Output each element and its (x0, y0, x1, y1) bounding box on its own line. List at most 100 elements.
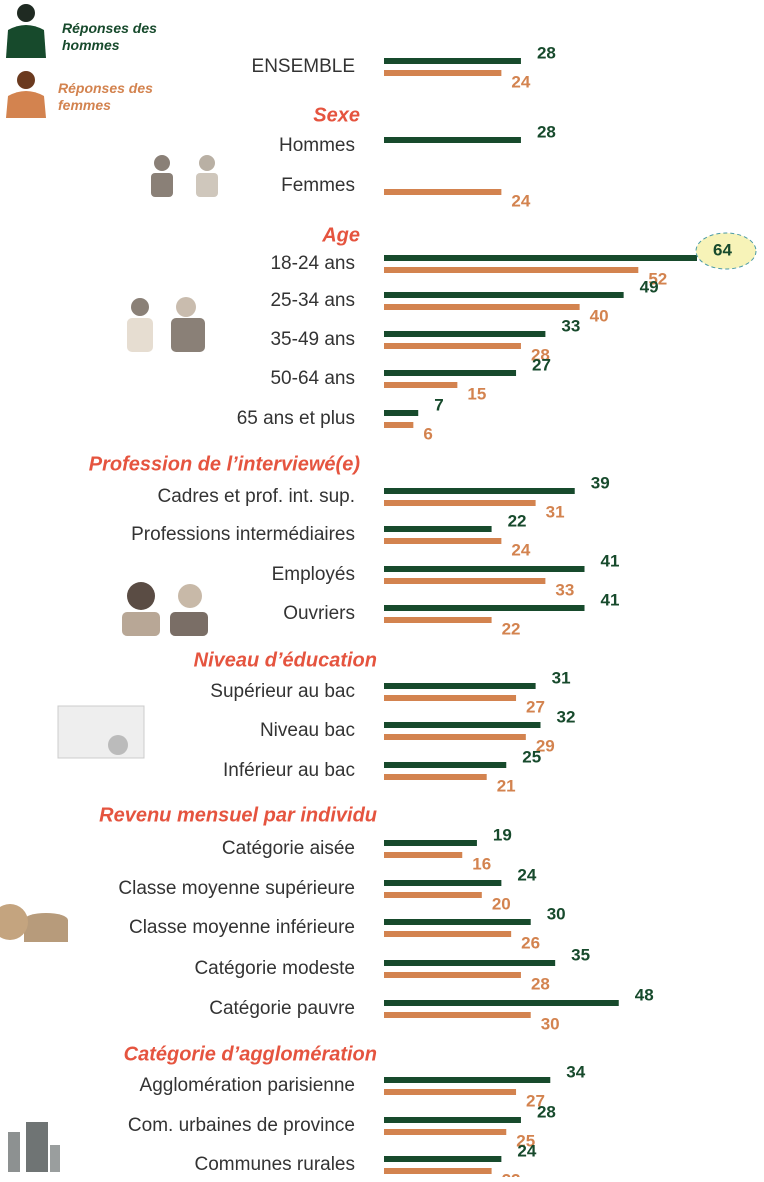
section-title: Revenu mensuel par individu (99, 804, 377, 826)
section-title: Age (321, 224, 360, 246)
category-label: Employés (272, 564, 355, 585)
value-label: 28 (531, 345, 550, 364)
bar (384, 722, 541, 728)
bar (384, 1012, 531, 1018)
value-label: 29 (536, 736, 555, 755)
value-label: 24 (511, 72, 530, 91)
value-label: 34 (566, 1062, 585, 1081)
decor-icons (0, 155, 218, 1172)
category-label: Catégorie pauvre (209, 998, 355, 1019)
bar (384, 267, 639, 273)
value-label: 25 (522, 747, 541, 766)
icon-woman (6, 91, 46, 118)
bar (384, 734, 526, 740)
value-label: 31 (546, 502, 565, 521)
category-label: 25-34 ans (270, 290, 355, 311)
bar (384, 304, 580, 310)
category-label: Catégorie aisée (222, 838, 355, 859)
bar (384, 683, 536, 689)
icon-woman (17, 71, 35, 89)
category-label: 65 ans et plus (237, 408, 355, 429)
value-label: 40 (590, 306, 609, 325)
category-label: Communes rurales (195, 1154, 356, 1175)
value-label: 22 (502, 619, 521, 638)
value-label: 24 (511, 191, 530, 210)
bar (384, 840, 477, 846)
value-label: 32 (557, 707, 576, 726)
category-label: Supérieur au bac (210, 681, 355, 702)
value-label: 25 (516, 1131, 535, 1150)
icon-man (17, 4, 35, 22)
bar (384, 526, 492, 532)
bar (384, 70, 502, 76)
value-label: 16 (472, 854, 491, 873)
value-label: 19 (493, 825, 512, 844)
legend-item: Réponses des hommes (62, 20, 157, 53)
category-label: ENSEMBLE (252, 56, 355, 77)
bar (384, 605, 585, 611)
bar (384, 488, 575, 494)
bar (384, 500, 536, 506)
value-label: 28 (537, 43, 556, 62)
bar (384, 343, 521, 349)
value-label: 33 (561, 316, 580, 335)
value-label: 22 (508, 511, 527, 530)
value-label: 24 (517, 865, 536, 884)
value-label: 35 (571, 945, 590, 964)
section-title: Catégorie d’agglomération (124, 1043, 377, 1065)
legend-item: Réponses des femmes (58, 80, 153, 113)
value-label: 22 (502, 1170, 521, 1177)
bar (384, 422, 414, 428)
value-label: 41 (601, 551, 620, 570)
value-label: 39 (591, 473, 610, 492)
value-label: 24 (517, 1141, 536, 1160)
bar (384, 137, 521, 143)
bar (384, 972, 521, 978)
value-label: 27 (532, 355, 551, 374)
bar (384, 538, 502, 544)
section-title: Sexe (313, 104, 360, 126)
category-label: Classe moyenne supérieure (118, 878, 355, 899)
bar (384, 892, 482, 898)
bar (384, 852, 463, 858)
section-title: Niveau d’éducation (194, 649, 377, 671)
value-label: 28 (537, 1102, 556, 1121)
bar (384, 292, 624, 298)
bar (384, 762, 507, 768)
category-label: Com. urbaines de province (128, 1115, 355, 1136)
value-label: 27 (526, 697, 545, 716)
value-label: 30 (547, 904, 566, 923)
value-label: 33 (555, 580, 574, 599)
bar (384, 189, 502, 195)
bar (384, 566, 585, 572)
value-label: 7 (434, 395, 443, 414)
highlight (695, 232, 757, 270)
bar (384, 1156, 502, 1162)
category-label: Catégorie modeste (194, 958, 355, 979)
bar (384, 774, 487, 780)
category-label: Agglomération parisienne (140, 1075, 355, 1096)
bar (384, 1117, 521, 1123)
category-label: 18-24 ans (270, 253, 355, 274)
bar (384, 255, 697, 261)
value-label: 30 (541, 1014, 560, 1033)
category-label: Classe moyenne inférieure (129, 917, 355, 938)
category-label: 35-49 ans (270, 329, 355, 350)
bar (384, 919, 531, 925)
bar (384, 931, 512, 937)
bar (384, 617, 492, 623)
legend-label: Réponses des femmes (58, 80, 153, 113)
bar (384, 1077, 551, 1083)
bar (384, 1089, 517, 1095)
bar (384, 880, 502, 886)
legend-label: Réponses des hommes (62, 20, 157, 53)
category-label: Cadres et prof. int. sup. (158, 486, 356, 507)
bar (384, 960, 556, 966)
value-label: 31 (552, 668, 571, 687)
value-label: 64 (713, 240, 732, 259)
value-label: 20 (492, 894, 511, 913)
value-label: 41 (601, 590, 620, 609)
bar (384, 331, 546, 337)
value-label: 28 (537, 122, 556, 141)
category-label: 50-64 ans (270, 368, 355, 389)
